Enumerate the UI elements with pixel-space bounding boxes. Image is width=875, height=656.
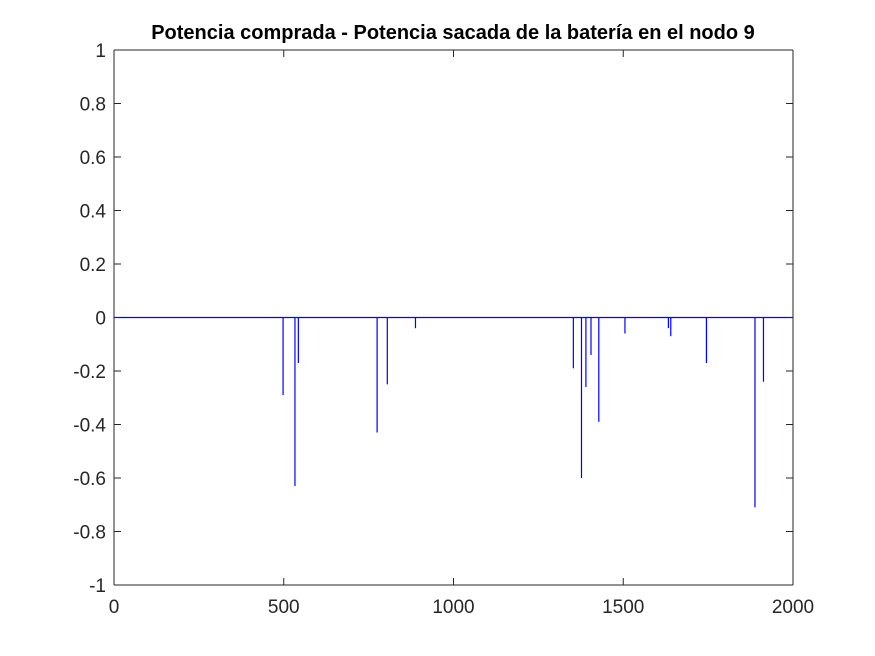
series-layer xyxy=(114,316,793,508)
chart-title: Potencia comprada - Potencia sacada de l… xyxy=(151,22,755,44)
y-tick-label: 0 xyxy=(95,309,106,330)
y-tick-label: 0.2 xyxy=(80,255,106,276)
x-tick-label: 1500 xyxy=(602,597,644,618)
y-tick-label: 1 xyxy=(95,41,106,62)
y-tick-label: 0.6 xyxy=(80,148,106,169)
ticks-layer: 0 500 1000 1500 2000 -1 -0.8 -0.6 -0.4 -0.2 0 0.2 0.… xyxy=(73,41,814,618)
y-tick-label: -0.4 xyxy=(73,416,106,437)
x-tick-label: 1000 xyxy=(432,597,474,618)
y-tick-label: -1 xyxy=(89,576,106,597)
x-tick-label: 0 xyxy=(109,597,120,618)
y-tick-label: 0.8 xyxy=(80,95,106,116)
x-tick-label: 2000 xyxy=(772,597,814,618)
y-tick-label: -0.6 xyxy=(73,469,106,490)
y-tick-label: -0.8 xyxy=(73,523,106,544)
x-tick-label: 500 xyxy=(268,597,300,618)
y-tick-label: -0.2 xyxy=(73,362,106,383)
y-tick-label: 0.4 xyxy=(80,202,107,223)
